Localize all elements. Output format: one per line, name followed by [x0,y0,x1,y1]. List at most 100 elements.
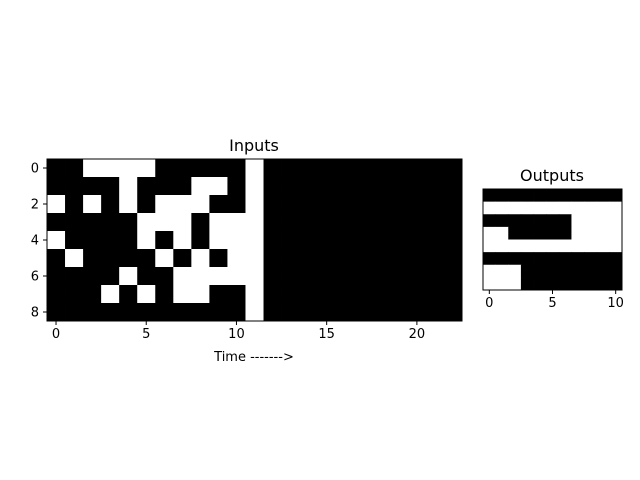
inputs-cell [83,159,102,178]
outputs-cell [483,239,497,253]
inputs-cell [191,249,210,268]
outputs-cell [546,252,560,266]
inputs-cell [263,213,282,232]
inputs-cell [173,213,192,232]
outputs-cell [596,264,610,278]
inputs-cell [227,267,246,286]
outputs-cell [584,189,598,203]
outputs-cell [546,239,560,253]
outputs-cell [571,252,585,266]
inputs-cell [371,159,391,178]
outputs-cell [495,214,509,228]
inputs-cell [245,195,264,214]
inputs-cell [281,231,301,250]
inputs-cell [335,267,355,286]
inputs-cell [227,213,246,232]
inputs-cell [371,177,391,196]
inputs-cell [47,177,66,196]
inputs-y-tick-label: 8 [31,306,39,321]
inputs-cell [317,285,337,304]
outputs-cell [508,226,522,240]
outputs-cell [495,277,509,291]
outputs-cell [596,189,610,203]
outputs-cell [546,226,560,240]
inputs-cell [317,267,337,286]
inputs-cell [101,213,120,232]
outputs-cell [533,214,547,228]
inputs-x-axis: 0 5 10 15 20 [52,321,425,342]
inputs-cell [443,213,463,232]
inputs-cell [263,303,282,322]
inputs-cell [443,159,463,178]
inputs-cell [263,177,282,196]
inputs-cell [281,285,301,304]
outputs-cell [508,264,522,278]
inputs-cell [47,231,66,250]
outputs-cell [533,189,547,203]
inputs-cell [137,195,156,214]
inputs-cell [245,177,264,196]
inputs-cell [425,267,445,286]
inputs-cell [335,303,355,322]
inputs-y-tick-label: 4 [31,234,39,249]
inputs-cell [389,177,409,196]
outputs-cell [495,226,509,240]
inputs-cell [389,285,409,304]
inputs-cell [299,303,319,322]
outputs-cell [520,214,534,228]
outputs-heatmap [483,189,623,291]
inputs-cell [119,213,138,232]
inputs-cell [119,285,138,304]
inputs-cell [443,303,463,322]
inputs-cell [155,303,174,322]
inputs-title: Inputs [229,136,279,155]
inputs-cell [173,195,192,214]
inputs-cell [137,303,156,322]
inputs-cell [299,195,319,214]
inputs-cell [209,177,228,196]
outputs-cell [483,264,497,278]
inputs-cell [299,267,319,286]
inputs-cell [263,159,282,178]
inputs-cell [65,213,84,232]
inputs-cell [443,195,463,214]
inputs-y-axis: 0 2 4 6 8 [31,162,47,321]
inputs-cell [155,267,174,286]
inputs-y-tick-label: 2 [31,198,39,213]
inputs-cell [245,213,264,232]
inputs-cell [209,303,228,322]
outputs-cell [584,252,598,266]
outputs-x-tick-label: 0 [485,296,493,311]
inputs-cell [119,249,138,268]
outputs-cell [483,277,497,291]
inputs-x-tick-label: 20 [409,327,426,342]
inputs-cell [335,213,355,232]
outputs-cell [558,264,572,278]
outputs-cell [520,252,534,266]
outputs-cell [495,189,509,203]
inputs-cell [281,195,301,214]
inputs-cell [299,177,319,196]
inputs-cell [191,177,210,196]
inputs-cell [83,249,102,268]
inputs-cell [119,303,138,322]
inputs-cell [299,213,319,232]
inputs-cell [227,177,246,196]
inputs-cell [299,249,319,268]
inputs-cell [101,285,120,304]
outputs-x-axis: 0 5 10 [485,290,624,311]
outputs-cell [533,201,547,215]
inputs-cell [101,195,120,214]
outputs-cell [508,277,522,291]
outputs-cell [609,264,623,278]
inputs-cell [47,213,66,232]
outputs-cell [571,277,585,291]
inputs-cell [407,267,427,286]
inputs-cell [65,303,84,322]
inputs-cell [263,249,282,268]
inputs-cell [191,303,210,322]
outputs-cell [584,277,598,291]
outputs-cell [584,226,598,240]
inputs-cell [425,177,445,196]
